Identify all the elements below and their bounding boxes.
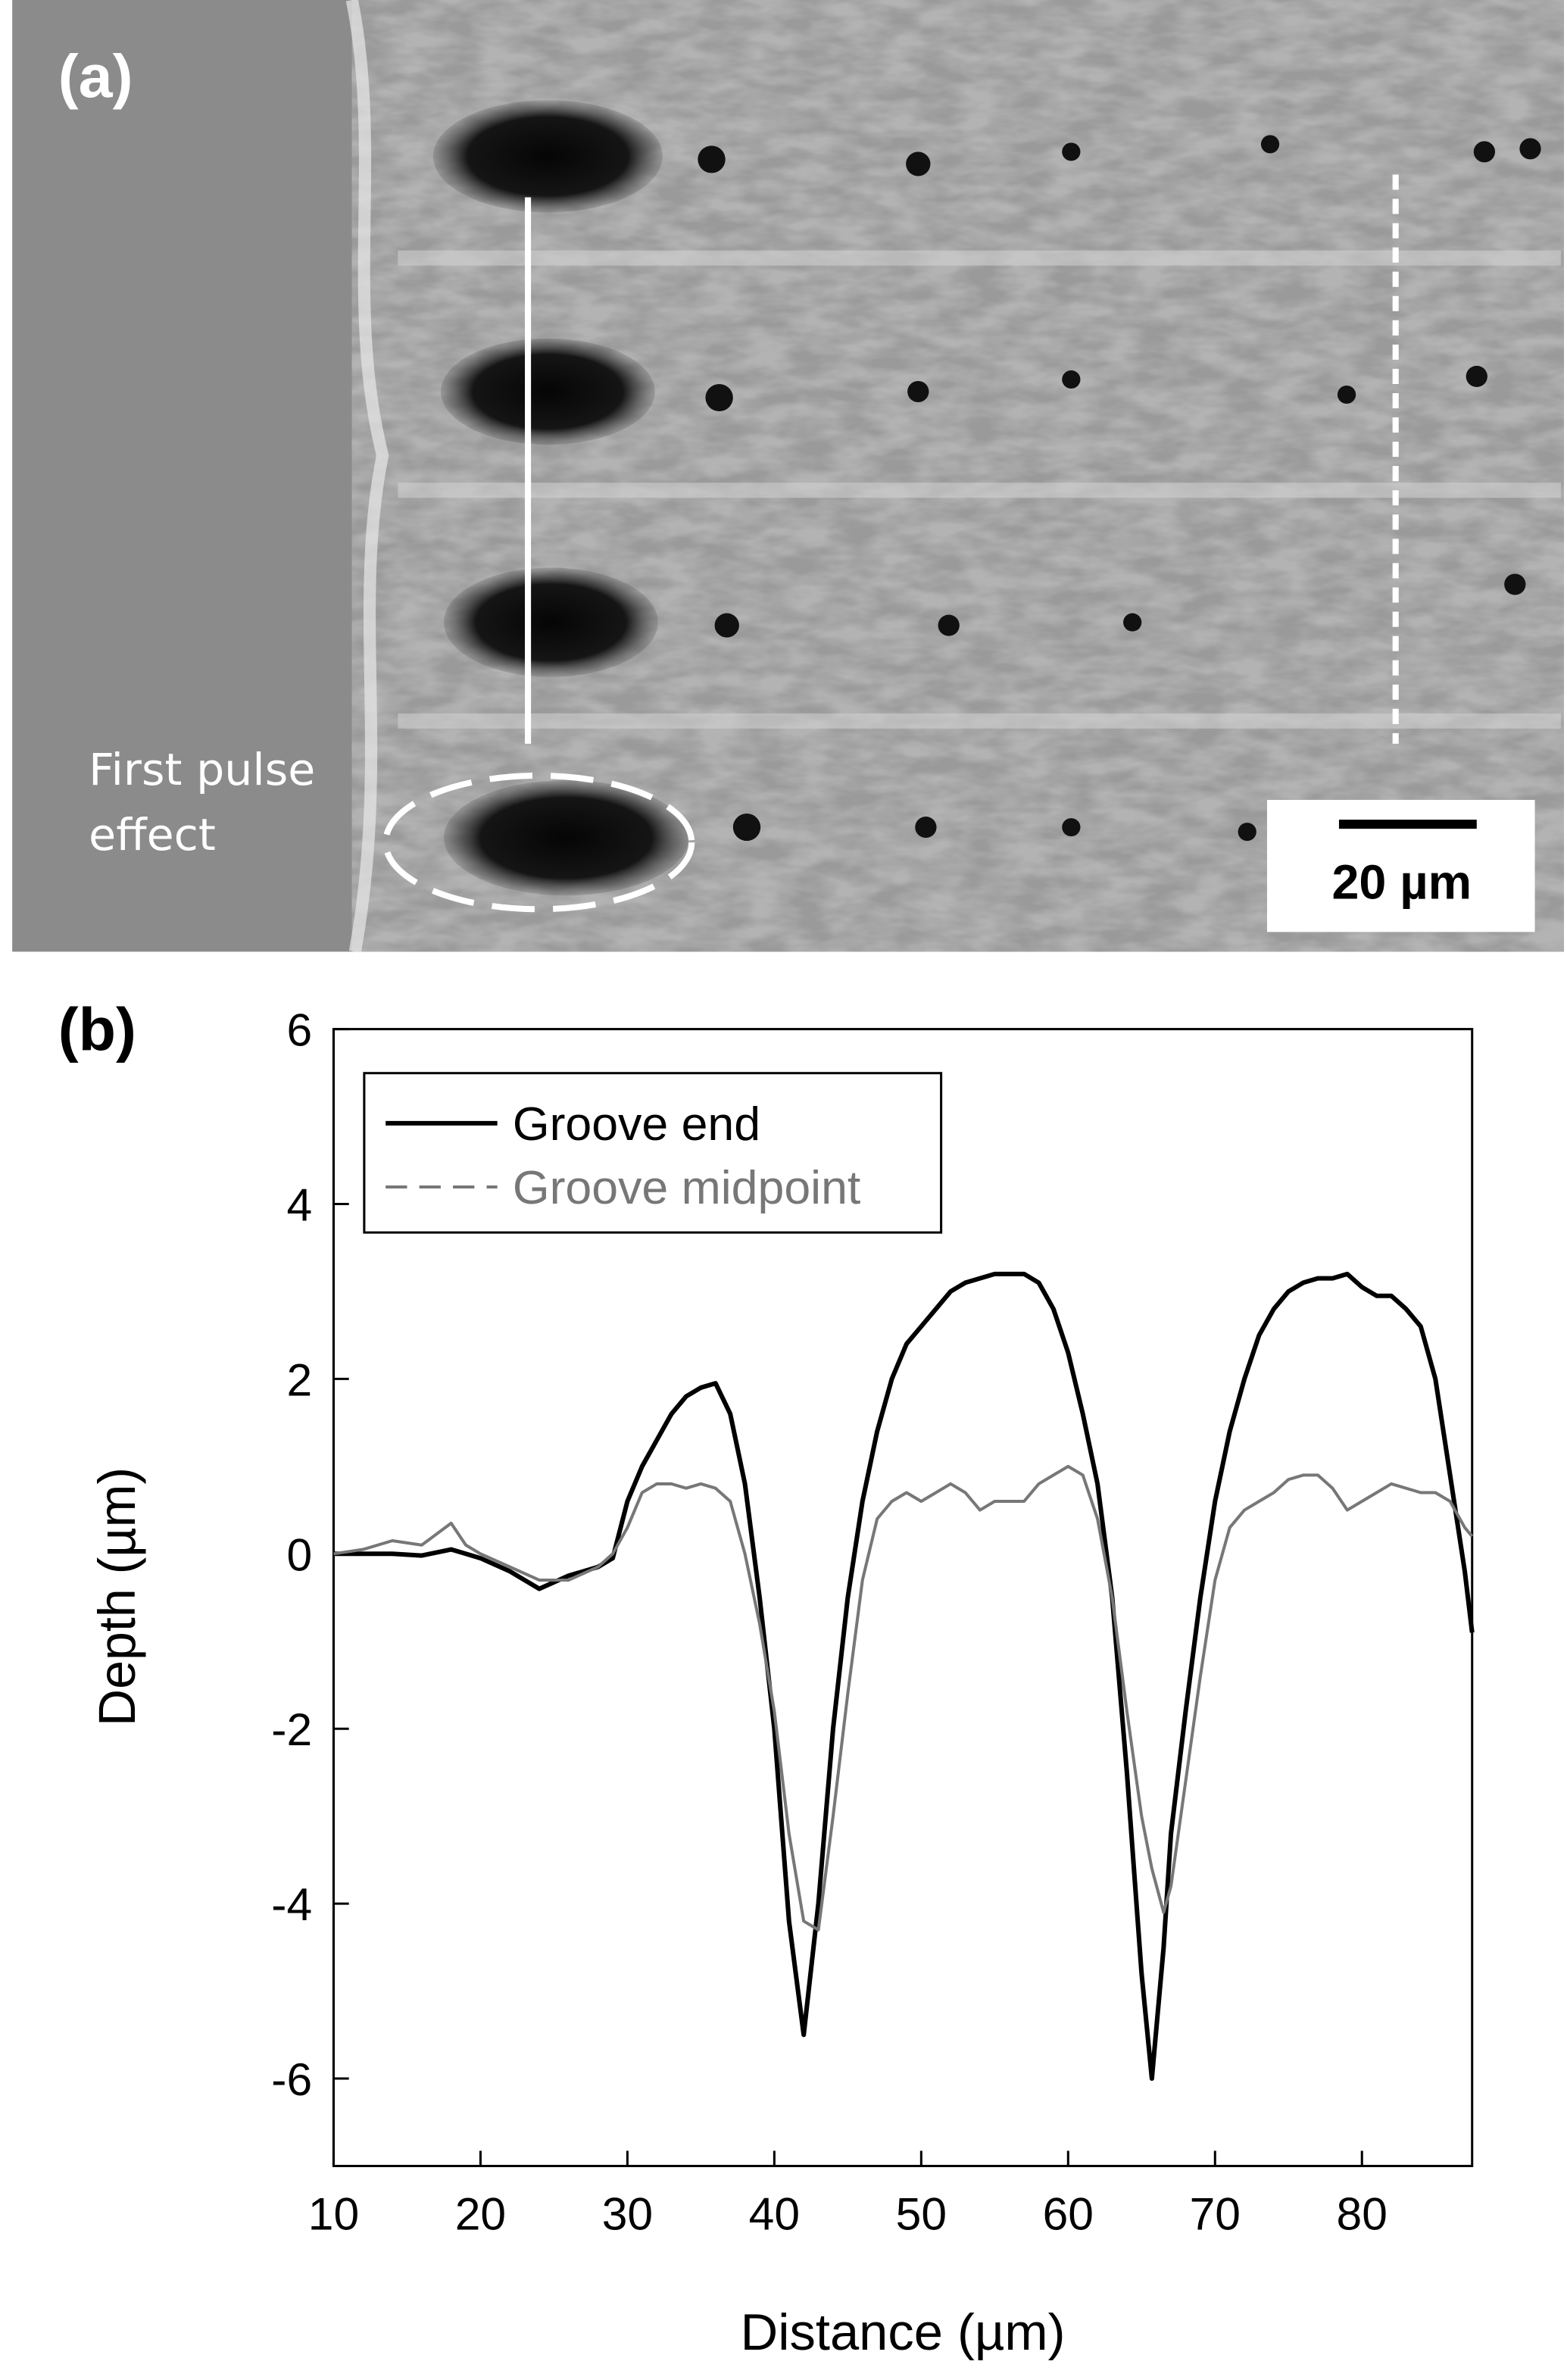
x-tick-label: 70 (1190, 2188, 1241, 2240)
x-tick-label: 50 (896, 2188, 947, 2240)
annotation: First pulse (89, 744, 315, 795)
data-line (333, 1271, 1475, 2082)
legend-label: Groove end (513, 1098, 760, 1151)
y-tick-label: 6 (286, 1004, 312, 1056)
x-tick-label: 30 (602, 2188, 653, 2240)
legend-label: Groove midpoint (513, 1162, 860, 1214)
x-tick-label: 40 (749, 2188, 800, 2240)
plot-frame (332, 1028, 1474, 2167)
scale-bar-label: 20 µm (1331, 855, 1472, 910)
panel-label: (b) (58, 996, 136, 1064)
y-tick-label: 2 (286, 1354, 312, 1406)
y-tick-label: 0 (286, 1529, 312, 1581)
x-tick-label: 10 (308, 2188, 359, 2240)
y-tick-label: 4 (286, 1179, 312, 1231)
y-axis-label: Depth (µm) (89, 1467, 146, 1726)
y-tick-label: -4 (271, 1879, 312, 1930)
y-tick-label: -2 (271, 1704, 312, 1755)
x-tick-label: 80 (1337, 2188, 1388, 2240)
panel-label: (a) (58, 43, 133, 111)
y-tick-label: -6 (271, 2054, 312, 2105)
annotation: effect (89, 809, 216, 860)
x-tick-label: 60 (1043, 2188, 1094, 2240)
legend-box (363, 1072, 943, 1234)
x-tick-label: 20 (455, 2188, 506, 2240)
data-line (333, 1464, 1474, 1932)
sem-image (12, 0, 1564, 953)
x-axis-label: Distance (µm) (741, 2303, 1066, 2361)
